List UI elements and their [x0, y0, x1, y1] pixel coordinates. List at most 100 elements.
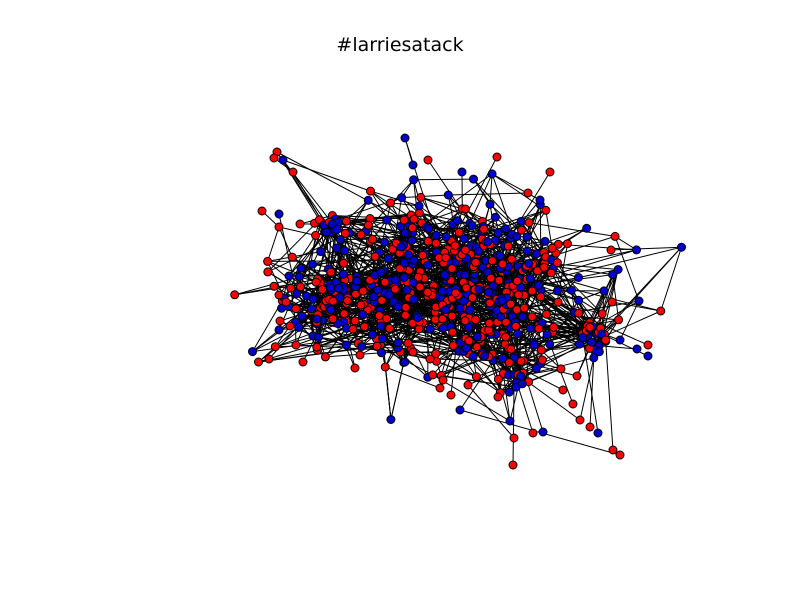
graph-node [281, 297, 291, 307]
graph-node [377, 296, 387, 305]
graph-node [540, 236, 550, 246]
graph-node [423, 155, 433, 165]
graph-node [378, 334, 388, 344]
graph-node [430, 315, 440, 324]
graph-node [497, 296, 507, 306]
graph-node [516, 356, 526, 366]
graph-node [326, 305, 336, 315]
graph-node [447, 264, 457, 273]
graph-node [504, 358, 514, 368]
graph-edge [467, 384, 515, 439]
graph-node [274, 290, 284, 300]
graph-node [643, 351, 653, 361]
graph-node [525, 274, 535, 283]
graph-node [632, 245, 641, 255]
graph-edge [589, 300, 640, 330]
graph-node [460, 204, 470, 214]
graph-node [574, 308, 584, 318]
graph-node [401, 302, 411, 312]
graph-node [589, 353, 599, 363]
graph-edge [288, 235, 317, 277]
graph-edge [489, 173, 493, 205]
graph-node [468, 352, 478, 361]
graph-edge [429, 328, 454, 347]
graph-node [501, 317, 511, 327]
graph-node [607, 297, 617, 307]
graph-node [296, 263, 306, 273]
graph-node [467, 293, 477, 303]
graph-edge [370, 190, 420, 207]
graph-node [338, 269, 348, 279]
graph-node [487, 169, 497, 179]
graph-node [382, 314, 392, 324]
graph-node [380, 362, 390, 372]
graph-node [643, 340, 653, 350]
graph-node [339, 258, 349, 268]
graph-node [328, 314, 338, 324]
graph-node [317, 285, 327, 294]
graph-node [454, 227, 464, 237]
graph-node [601, 335, 611, 345]
graph-node [370, 252, 380, 261]
graph-edge [530, 278, 661, 312]
graph-node [401, 310, 410, 320]
graph-node [341, 216, 351, 226]
graph-node [291, 340, 301, 350]
graph-node [403, 338, 413, 348]
graph-node [535, 195, 545, 205]
graph-node [423, 260, 433, 270]
graph-node [376, 321, 386, 331]
graph-node [314, 332, 324, 342]
graph-node [443, 190, 453, 200]
graph-node [409, 175, 419, 185]
graph-node [278, 155, 288, 165]
graph-node [286, 283, 296, 293]
graph-node [524, 218, 534, 228]
graph-node [230, 290, 240, 300]
graph-node [311, 277, 321, 287]
graph-node [414, 201, 424, 211]
graph-edge [574, 312, 649, 346]
graph-node [359, 322, 369, 332]
graph-node [431, 230, 441, 240]
graph-node [341, 340, 351, 350]
graph-node [402, 285, 412, 295]
graph-node [504, 387, 514, 397]
graph-node [484, 318, 494, 328]
figure-title: #larriesatack [336, 34, 464, 56]
graph-node [287, 252, 297, 262]
graph-node [448, 341, 458, 351]
graph-node [608, 445, 618, 455]
graph-node [546, 268, 556, 278]
graph-node [431, 349, 441, 359]
graph-edge [413, 178, 474, 181]
graph-node [467, 221, 477, 231]
graph-node [460, 316, 470, 326]
graph-node [447, 311, 457, 321]
graph-edge [459, 360, 494, 411]
graph-node [480, 351, 490, 361]
graph-node [448, 327, 458, 337]
graph-edge [288, 231, 327, 277]
graph-node [485, 199, 495, 209]
graph-node [408, 278, 418, 288]
graph-node [563, 239, 572, 249]
graph-node [320, 352, 330, 362]
graph-node [538, 427, 548, 437]
graph-node [328, 296, 338, 306]
graph-node [523, 188, 533, 198]
graph-node [485, 298, 495, 308]
graph-node [269, 153, 279, 163]
graph-edge [234, 268, 329, 296]
graph-edge [295, 344, 515, 359]
graph-node [545, 339, 555, 349]
graph-node [297, 311, 307, 321]
graph-node [327, 219, 337, 229]
graph-node [568, 399, 578, 409]
graph-node [512, 305, 522, 315]
graph-node [455, 303, 465, 313]
graph-edge [448, 192, 529, 196]
graph-node [522, 232, 532, 242]
graph-node [393, 302, 403, 312]
graph-node [451, 288, 461, 298]
